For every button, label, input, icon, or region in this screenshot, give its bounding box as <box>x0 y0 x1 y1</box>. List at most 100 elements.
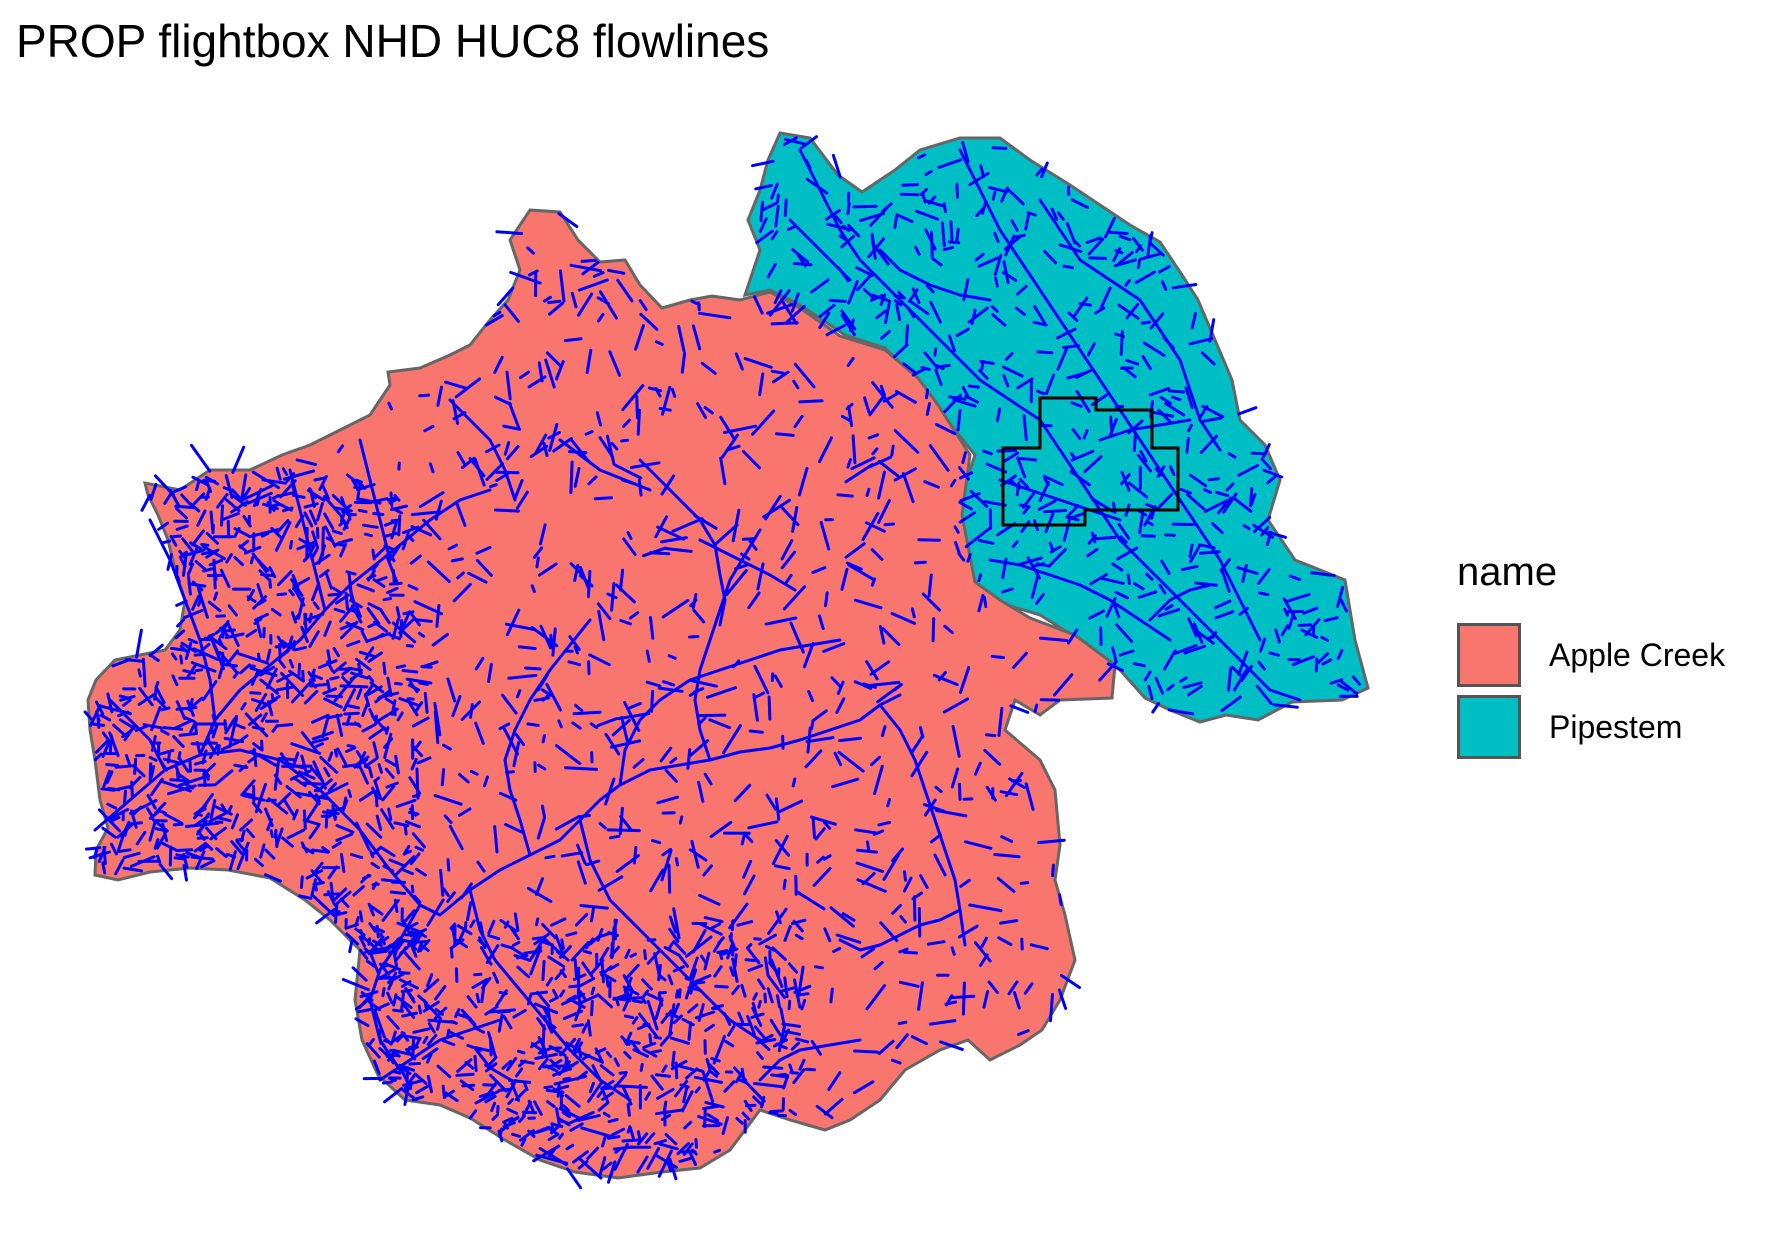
flowline-segment <box>231 445 246 474</box>
flowline-segment <box>474 1089 501 1105</box>
flowline-segment <box>505 445 520 461</box>
flowline-segment <box>886 798 891 808</box>
flowline-segment <box>355 604 362 618</box>
flowline-segment <box>802 641 815 669</box>
flowline-segment <box>549 995 560 1003</box>
flowline-segment <box>787 999 792 1011</box>
flowline-segment <box>474 1048 490 1067</box>
flowline-segment <box>692 608 706 624</box>
flowline-segment <box>117 836 124 852</box>
flowline-segment <box>687 739 710 758</box>
flowline-segment <box>1062 515 1072 542</box>
flowline-segment <box>394 938 406 953</box>
flowline-segment <box>1238 606 1249 616</box>
flowline-segment <box>688 688 701 697</box>
flowline-segment <box>596 1090 604 1099</box>
flowline-segment <box>323 620 332 637</box>
flowline-segment <box>703 951 711 971</box>
flowline-segment <box>300 625 309 644</box>
flowline-segment <box>656 1088 675 1100</box>
flowline-segment <box>705 686 737 699</box>
flowline-segment <box>845 561 863 571</box>
flowline-segment <box>367 602 383 612</box>
flowline-segment <box>617 712 651 721</box>
flowline-segment <box>504 823 524 834</box>
flowline-segment <box>590 986 596 996</box>
flowline-segment <box>334 911 348 917</box>
flowline-segment <box>407 584 419 591</box>
flowline-segment <box>877 499 891 524</box>
flowline-segment <box>561 1111 571 1119</box>
flowline-segment <box>1151 702 1160 714</box>
flowline-segment <box>435 604 441 628</box>
flowline-segment <box>1179 676 1188 683</box>
flowline-segment <box>243 792 253 797</box>
flowline-segment <box>101 861 107 875</box>
flowline-segment <box>455 1072 475 1077</box>
flowline-segment <box>891 847 904 863</box>
flowline-segment <box>792 379 800 390</box>
flowline-segment <box>1310 571 1336 578</box>
flowline-segment <box>391 1048 413 1057</box>
flowline-segment <box>679 1083 690 1089</box>
flowline-segment <box>755 229 774 245</box>
flowline-segment <box>373 1009 386 1039</box>
flowline-segment <box>535 991 551 1008</box>
flowline-segment <box>171 674 179 687</box>
flowline-segment <box>632 758 645 769</box>
flowline-segment <box>1112 247 1122 263</box>
flowline-segment <box>303 612 325 622</box>
flowline-segment <box>1159 395 1173 405</box>
flowline-segment <box>1089 572 1109 586</box>
flowline-segment <box>771 370 790 384</box>
flowline-segment <box>632 1048 649 1058</box>
flowline-segment <box>535 556 540 569</box>
flowline-segment <box>336 444 345 454</box>
flowline-segment <box>856 878 887 893</box>
flowline-segment <box>377 691 390 700</box>
flowline-segment <box>584 430 594 436</box>
flowline-segment <box>534 949 543 954</box>
flowline-segment <box>541 734 546 744</box>
flowline-segment <box>893 214 899 229</box>
flowline-segment <box>367 1038 375 1048</box>
flowline-segment <box>220 504 224 527</box>
flowline-segment <box>988 186 1009 194</box>
flowline-segment <box>974 252 985 262</box>
flowline-segment <box>825 323 847 337</box>
flowline-segment <box>1143 670 1152 682</box>
flowline-segment <box>281 467 289 476</box>
flowline-segment <box>782 878 787 890</box>
flowline-segment <box>775 910 782 925</box>
flowline-segment <box>674 857 679 867</box>
flowline-segment <box>1227 452 1237 459</box>
flowline-segment <box>245 828 255 839</box>
flowline-segment <box>433 794 463 806</box>
apple-creek-swatch <box>1457 623 1521 687</box>
flowline-segment <box>1016 284 1028 296</box>
flowline-segment <box>684 976 694 982</box>
flowline-segment <box>558 1118 570 1125</box>
flowline-segment <box>390 699 397 716</box>
flowline-segment <box>517 645 537 651</box>
flowline-segment <box>763 992 767 1004</box>
flowline-segment <box>846 201 851 216</box>
flowline-segment <box>460 882 473 900</box>
flowline-segment <box>631 999 644 1004</box>
flowline-segment <box>829 987 834 1004</box>
flowline-segment <box>175 599 188 607</box>
flowline-segment <box>526 246 535 255</box>
flowline-segment <box>1013 991 1021 1010</box>
flowline-segment <box>511 940 521 947</box>
flowline-segment <box>597 609 606 642</box>
flowline-segment <box>356 583 375 593</box>
flowline-segment <box>507 1098 515 1105</box>
flowline-segment <box>1187 423 1193 433</box>
flowline-segment <box>973 941 992 963</box>
flowline-segment <box>635 395 639 420</box>
flowline-segment <box>697 1115 723 1126</box>
flowline-segment <box>590 1000 594 1017</box>
flowline-segment <box>343 711 360 716</box>
flowline-segment <box>273 759 280 791</box>
flowline-segment <box>827 1071 842 1091</box>
